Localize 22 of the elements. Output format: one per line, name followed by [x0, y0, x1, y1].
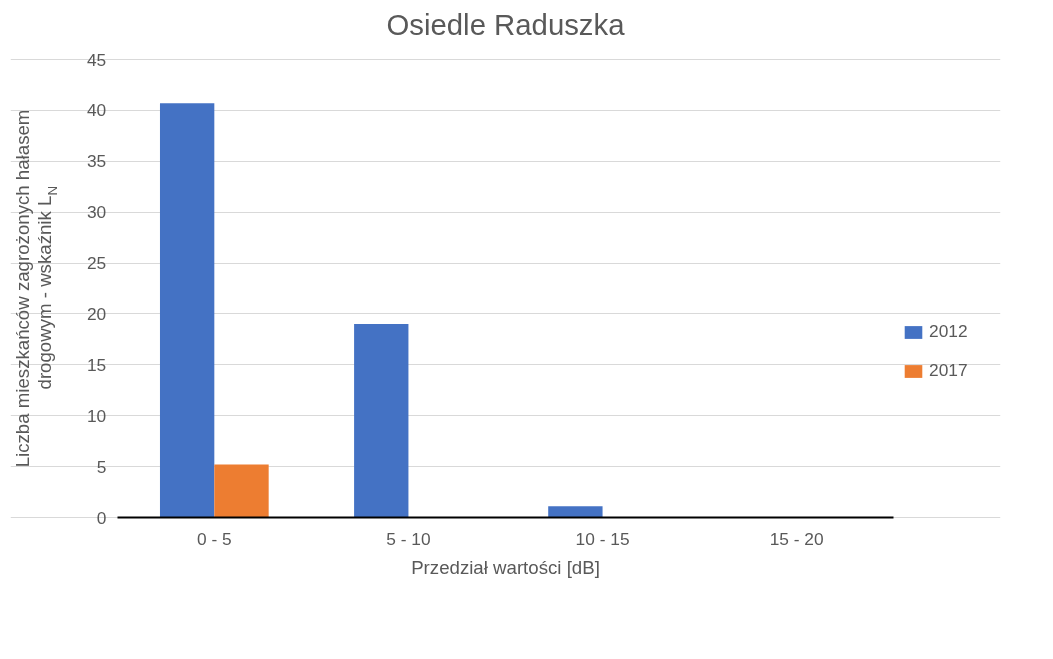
- y-tick-label: 35: [86, 151, 107, 172]
- x-tick-label: 0 - 5: [196, 528, 232, 549]
- legend-label: 2017: [929, 360, 968, 381]
- y-tick-label: 5: [96, 456, 107, 477]
- legend-label: 2012: [929, 321, 968, 342]
- y-tick-label: 30: [86, 202, 107, 223]
- x-axis-title: Przedział wartości [dB]: [411, 556, 600, 578]
- x-tick-label: 15 - 20: [769, 528, 824, 549]
- y-tick-label: 45: [86, 49, 107, 70]
- x-tick-label: 10 - 15: [575, 528, 630, 549]
- bar: [159, 103, 215, 518]
- bar: [548, 506, 603, 518]
- y-tick-label: 15: [86, 354, 107, 375]
- x-tick-label: 5 - 10: [386, 528, 431, 549]
- y-tick-label: 10: [86, 405, 107, 426]
- chart-title: Osiedle Raduszka: [386, 7, 626, 41]
- bar: [354, 324, 409, 518]
- bar: [214, 464, 269, 518]
- y-tick-label: 40: [86, 100, 107, 121]
- y-tick-label: 0: [96, 507, 107, 528]
- y-tick-label: 20: [86, 303, 107, 324]
- y-tick-label: 25: [86, 253, 107, 274]
